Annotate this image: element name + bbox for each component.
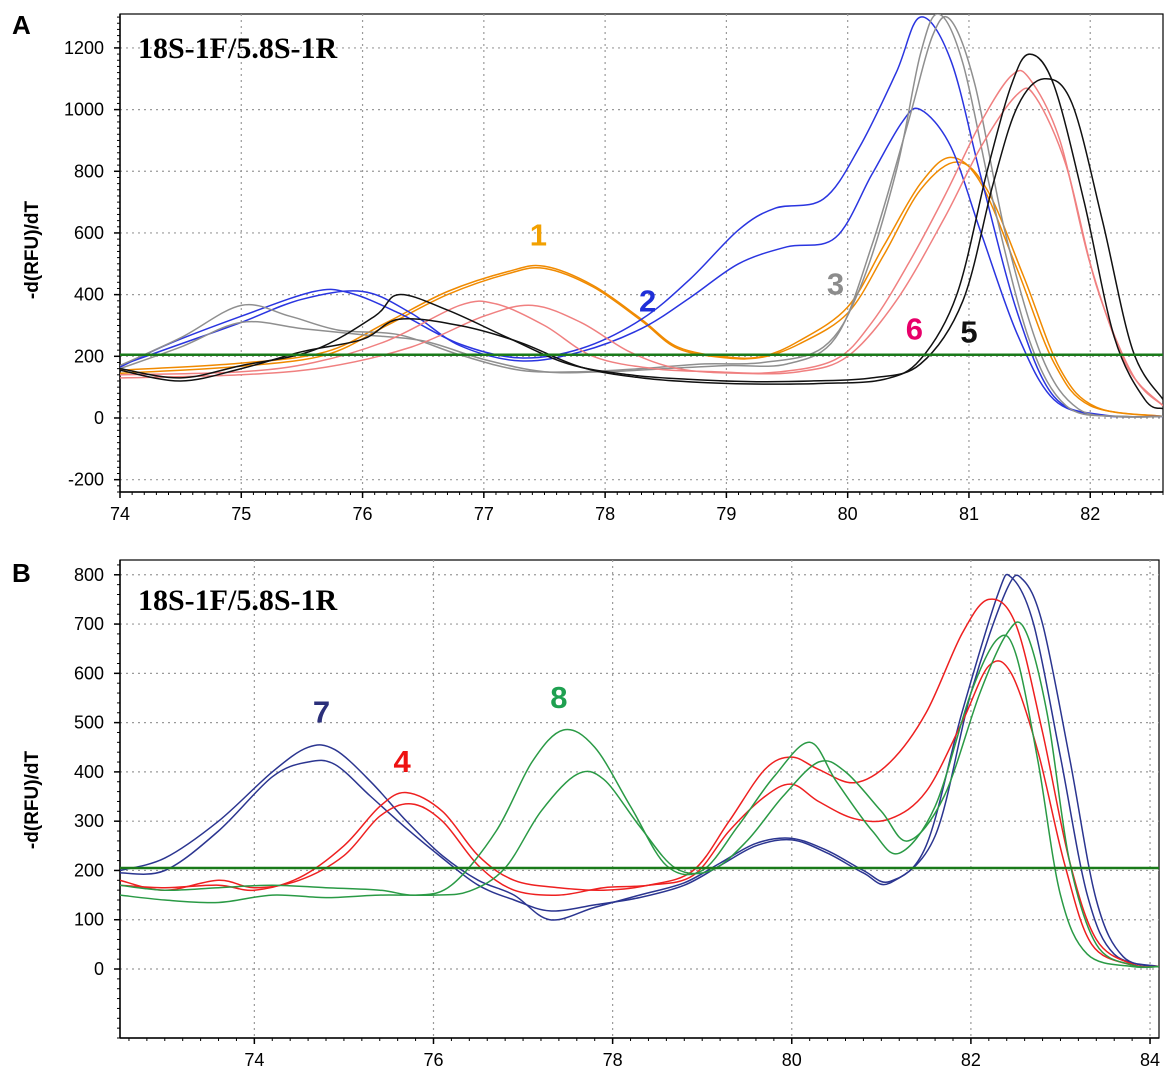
y-tick-label: 800 [74, 565, 104, 585]
x-tick-label: 82 [1080, 504, 1100, 524]
series-line-3 [120, 598, 1159, 968]
curve-label: 3 [827, 267, 844, 302]
x-tick-label: 80 [838, 504, 858, 524]
x-tick-label: 74 [110, 504, 130, 524]
x-tick-label: 78 [603, 1050, 623, 1070]
chart-title: 18S-1F/5.8S-1R [138, 584, 338, 617]
y-tick-label: 600 [74, 223, 104, 243]
x-tick-label: 81 [959, 504, 979, 524]
x-tick-label: 78 [595, 504, 615, 524]
series-line-9 [120, 53, 1163, 410]
y-tick-label: 400 [74, 285, 104, 305]
series-line-6 [120, 621, 1159, 968]
y-tick-label: 100 [74, 910, 104, 930]
y-tick-label: 300 [74, 811, 104, 831]
curve-label: 7 [313, 695, 330, 730]
panel-letter: B [12, 558, 31, 588]
y-tick-label: -200 [68, 470, 104, 490]
y-tick-label: 200 [74, 346, 104, 366]
series-line-10 [120, 77, 1163, 400]
x-tick-label: 74 [244, 1050, 264, 1070]
y-tick-label: 600 [74, 663, 104, 683]
series-group [120, 573, 1159, 969]
y-tick-label: 0 [94, 959, 104, 979]
series-line-8 [120, 87, 1163, 407]
panel-letter: A [12, 10, 31, 40]
series-line-4 [120, 660, 1159, 968]
curve-label: 8 [550, 680, 567, 715]
curve-label: 4 [394, 744, 412, 779]
curve-label: 5 [960, 314, 977, 349]
series-line-7 [120, 69, 1163, 407]
x-tick-label: 82 [961, 1050, 981, 1070]
y-axis-title: -d(RFU)/dT [22, 751, 43, 850]
y-tick-label: 1000 [64, 100, 104, 120]
curve-label: 2 [639, 284, 656, 319]
y-tick-label: 500 [74, 713, 104, 733]
y-tick-label: 400 [74, 762, 104, 782]
x-tick-label: 76 [423, 1050, 443, 1070]
series-line-2 [120, 574, 1159, 968]
series-line-1 [120, 573, 1159, 968]
y-tick-label: 1200 [64, 38, 104, 58]
y-axis-title: -d(RFU)/dT [22, 201, 43, 300]
series-line-5 [120, 634, 1159, 969]
series-group [120, 14, 1163, 418]
curve-label: 6 [906, 311, 923, 346]
panel-A: A 74 75 76 77 78 79 80 81 82 -200 0 200 400 600 800 1000… [12, 10, 1164, 524]
plot-frame [119, 559, 1160, 1039]
y-tick-label: 800 [74, 161, 104, 181]
panel-B: B74 76 78 80 82 840100200300400500600700800-d… [12, 558, 1160, 1070]
chart-title: 18S-1F/5.8S-1R [138, 32, 338, 65]
x-tick-label: 84 [1140, 1050, 1160, 1070]
series-line-2 [120, 161, 1163, 418]
y-tick-label: 200 [74, 860, 104, 880]
x-tick-label: 77 [474, 504, 494, 524]
y-tick-label: 700 [74, 614, 104, 634]
plot-frame [119, 13, 1164, 493]
curve-label: 1 [530, 217, 547, 252]
x-tick-label: 80 [782, 1050, 802, 1070]
y-tick-label: 0 [94, 408, 104, 428]
series-line-4 [120, 107, 1163, 418]
series-line-6 [120, 15, 1163, 418]
x-tick-label: 76 [353, 504, 373, 524]
x-tick-label: 75 [231, 504, 251, 524]
x-tick-label: 79 [716, 504, 736, 524]
